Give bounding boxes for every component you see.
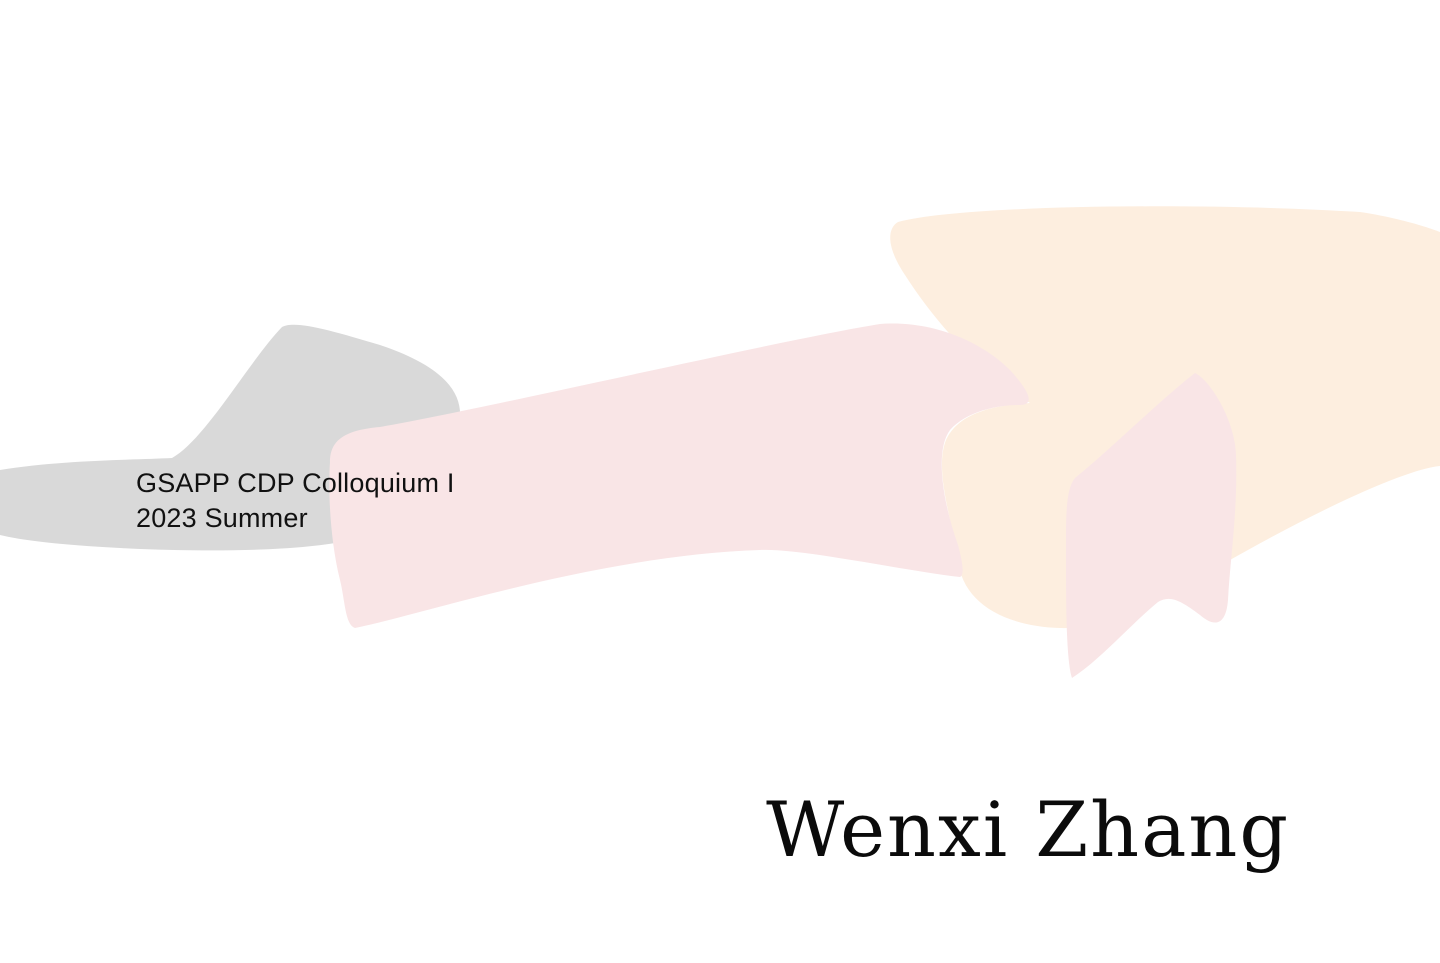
- pink-band-shape: [329, 323, 1029, 628]
- pink-wing-shape: [1065, 373, 1237, 678]
- author-name: Wenxi Zhang: [766, 785, 1290, 874]
- course-info: GSAPP CDP Colloquium I 2023 Summer: [136, 466, 455, 536]
- course-term: 2023 Summer: [136, 503, 308, 533]
- course-title: GSAPP CDP Colloquium I: [136, 468, 455, 498]
